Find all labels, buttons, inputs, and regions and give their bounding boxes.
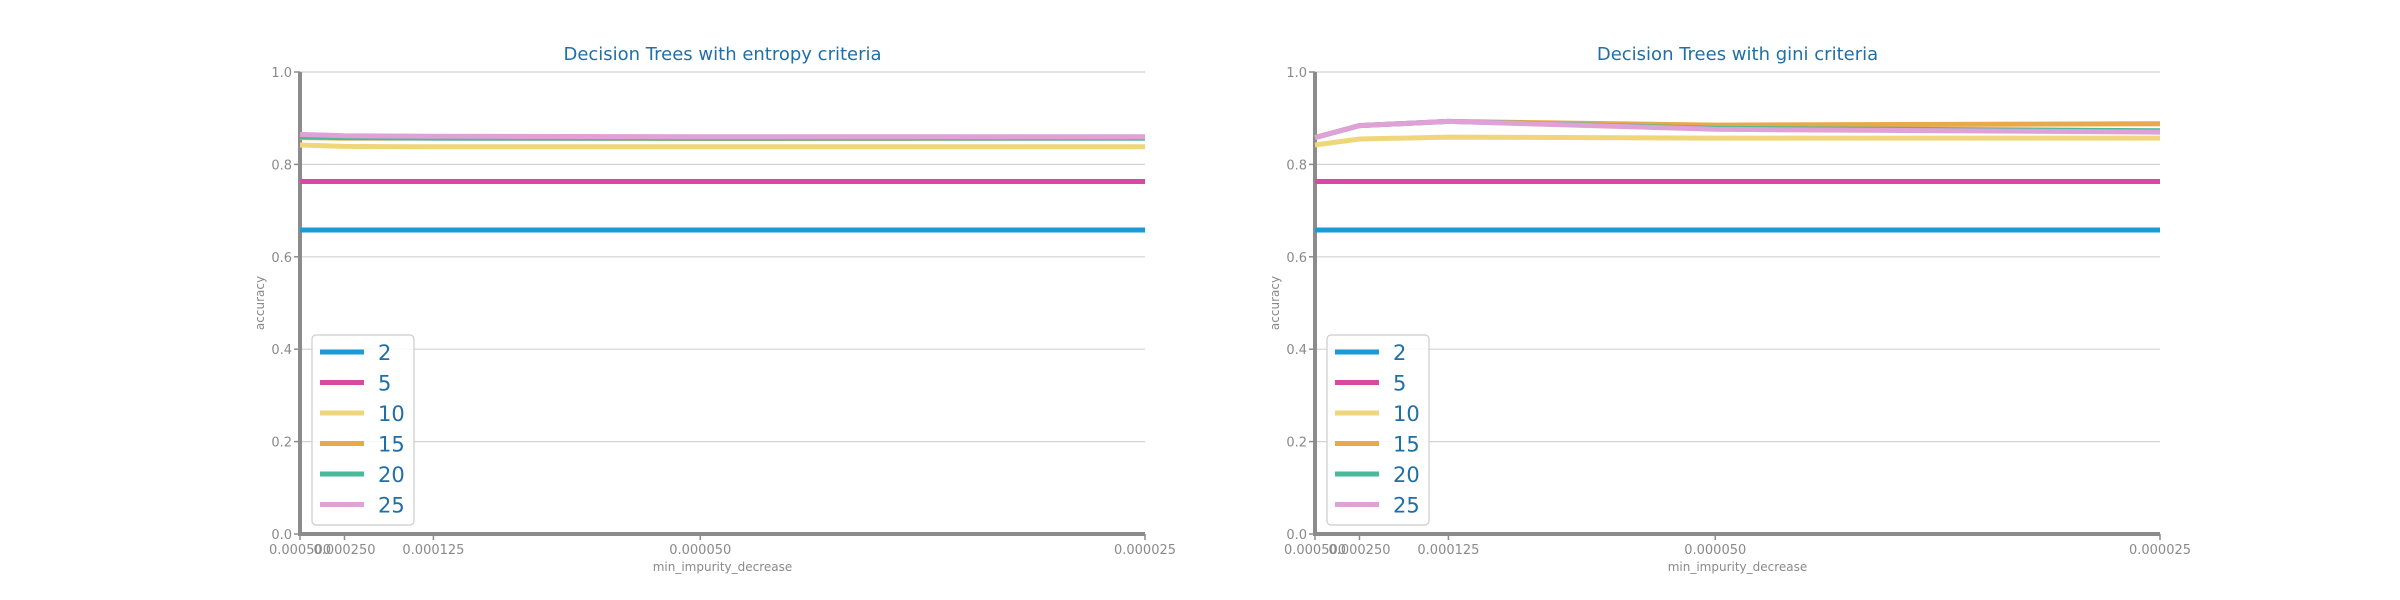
legend-label: 25 [378,494,405,518]
x-tick-label: 0.000050 [669,543,731,558]
y-tick-label: 0.6 [271,251,292,266]
y-tick-label: 0.0 [1286,528,1307,543]
x-tick-label: 0.000500 [1284,543,1346,558]
y-tick-label: 0.8 [1286,158,1307,173]
x-axis-label: min_impurity_decrease [1668,560,1808,574]
series-line-25 [1314,118,2161,141]
legend-label: 10 [1393,402,1420,426]
legend-label: 10 [378,402,405,426]
legend-label: 20 [378,463,405,487]
legend-label: 5 [1393,372,1406,396]
x-tick-label: 0.000025 [2129,543,2191,558]
y-tick-label: 0.0 [271,528,292,543]
chart-title: Decision Trees with entropy criteria [563,44,881,65]
x-tick-label: 0.000250 [1328,543,1390,558]
x-tick-label: 0.000250 [313,543,375,558]
y-tick-label: 1.0 [1286,66,1307,81]
legend-label: 15 [1393,433,1420,457]
series-line-25 [299,131,1145,140]
y-tick-label: 0.4 [271,343,292,358]
y-tick-label: 0.4 [1286,343,1307,358]
x-tick-label: 0.000050 [1684,543,1746,558]
x-tick-label: 0.000500 [269,543,331,558]
chart-title: Decision Trees with gini criteria [1597,44,1878,65]
y-tick-label: 0.2 [271,436,292,451]
legend-label: 5 [378,372,391,396]
y-tick-label: 0.6 [1286,251,1307,266]
x-tick-label: 0.000125 [1417,543,1479,558]
legend-label: 15 [378,433,405,457]
x-tick-label: 0.000025 [1114,543,1176,558]
series-line-10 [1314,134,2160,148]
y-tick-label: 0.8 [271,158,292,173]
y-axis-label: accuracy [253,276,267,330]
legend-label: 20 [1393,463,1420,487]
y-axis-label: accuracy [1268,276,1282,330]
legend-label: 25 [1393,494,1420,518]
y-tick-label: 1.0 [271,66,292,81]
legend-label: 2 [1393,341,1406,365]
legend-label: 2 [378,341,391,365]
x-axis-label: min_impurity_decrease [653,560,793,574]
y-tick-label: 0.2 [1286,436,1307,451]
x-tick-label: 0.000125 [402,543,464,558]
series-line-10 [299,142,1145,150]
